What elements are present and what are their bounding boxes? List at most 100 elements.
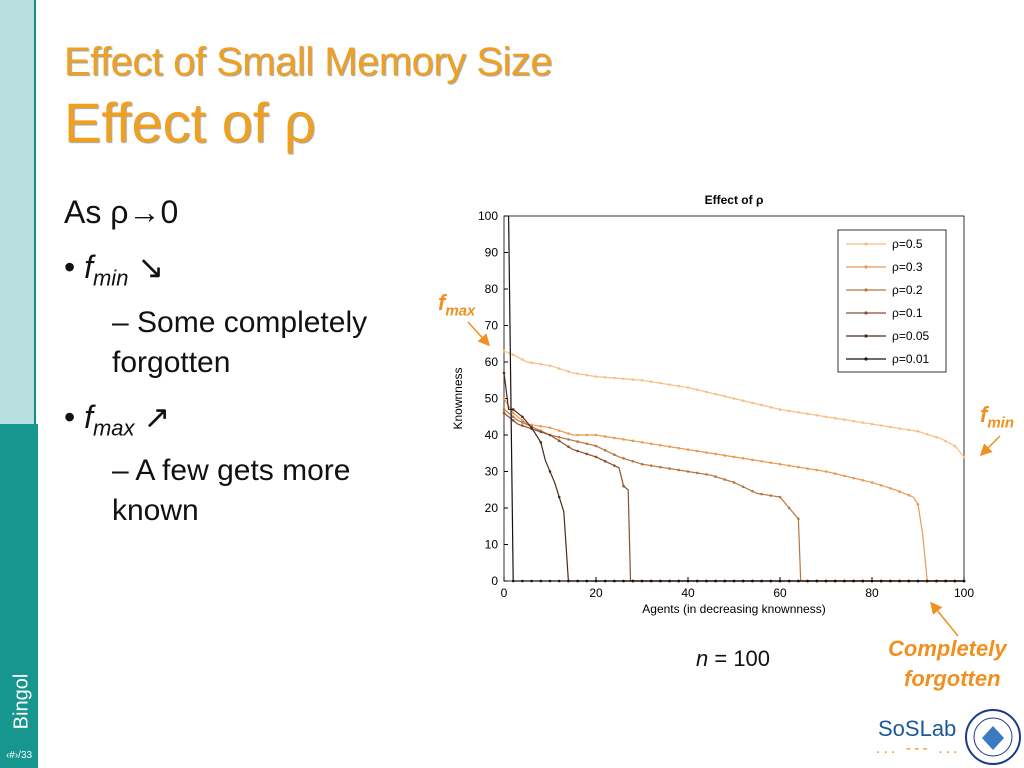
series-point-0 [677, 384, 681, 388]
legend-label-0: ρ=0.5 [892, 237, 923, 251]
series-point-4 [502, 371, 506, 375]
series-point-0 [659, 381, 662, 385]
series-point-0 [778, 408, 782, 411]
legend-marker-2 [864, 288, 868, 292]
series-point-5 [705, 579, 708, 583]
series-point-1 [879, 484, 883, 487]
series-point-2 [603, 449, 607, 452]
series-point-5 [870, 579, 874, 583]
series-point-5 [557, 579, 561, 583]
series-point-1 [631, 439, 635, 443]
legend-marker-4 [864, 334, 868, 338]
series-point-2 [714, 475, 717, 478]
y-tick-label: 60 [485, 355, 499, 369]
series-point-0 [870, 422, 874, 426]
series-point-3 [603, 459, 607, 463]
y-tick-label: 30 [485, 465, 499, 479]
annotation-fmin: fmin [980, 402, 1014, 432]
slide-subtitle: Effect of ρ [64, 91, 316, 154]
series-line-2 [503, 408, 964, 582]
bullet-fmin-detail-1: – Some completely [112, 306, 368, 339]
series-point-0 [557, 367, 561, 370]
series-point-1 [778, 462, 782, 466]
series-point-0 [585, 373, 589, 377]
y-tick-label: 40 [485, 428, 499, 442]
completely-arrow-line [930, 601, 959, 637]
series-point-1 [686, 448, 690, 451]
x-tick-label: 60 [773, 586, 787, 600]
bullet-fmax: • fmax ↗ [64, 399, 171, 441]
series-point-1 [870, 481, 874, 484]
bullet-intro: As ρ→0 [64, 194, 179, 230]
series-line-3 [503, 412, 964, 582]
bullet-fmax-detail-2: known [112, 494, 199, 527]
series-point-3 [622, 484, 625, 488]
series-point-1 [567, 432, 570, 435]
series-point-5 [594, 579, 598, 583]
series-point-0 [843, 418, 846, 421]
series-point-0 [833, 416, 837, 420]
series-point-0 [769, 405, 773, 409]
series-point-0 [889, 425, 892, 429]
series-point-5 [649, 579, 653, 583]
series-point-2 [567, 438, 570, 441]
series-point-0 [953, 444, 957, 448]
series-point-3 [548, 433, 552, 437]
series-point-1 [723, 454, 727, 457]
series-point-1 [815, 468, 819, 472]
series-point-0 [576, 372, 579, 375]
series-line-0 [503, 350, 965, 458]
series-point-5 [907, 579, 911, 583]
series-point-5 [953, 579, 957, 583]
series-point-5 [769, 579, 773, 583]
series-point-0 [732, 397, 736, 400]
series-point-5 [668, 579, 671, 583]
series-point-5 [714, 579, 717, 583]
series-point-2 [649, 464, 653, 467]
series-point-0 [502, 349, 506, 353]
series-point-1 [576, 433, 579, 437]
series-point-3 [502, 411, 506, 415]
series-point-0 [714, 392, 717, 396]
series-point-1 [594, 433, 598, 437]
series-point-5 [686, 579, 690, 583]
series-point-1 [714, 452, 717, 456]
series-point-1 [824, 470, 828, 473]
series-point-0 [686, 386, 690, 389]
bullet-fmin: • fmin ↘ [64, 249, 165, 291]
series-point-2 [723, 478, 727, 481]
series-point-0 [668, 383, 671, 386]
series-point-0 [521, 358, 524, 361]
x-tick-label: 40 [681, 586, 695, 600]
series-point-0 [695, 388, 699, 392]
series-point-4 [557, 495, 561, 499]
series-point-1 [668, 445, 671, 448]
series-point-5 [833, 579, 837, 583]
series-point-1 [695, 449, 699, 453]
series-point-1 [548, 426, 552, 429]
y-tick-label: 0 [491, 574, 498, 588]
series-point-0 [631, 378, 635, 381]
series-point-5 [576, 579, 579, 583]
legend-label-5: ρ=0.01 [892, 352, 930, 366]
series-point-5 [530, 579, 533, 583]
fmin-arrow: ↘ [128, 249, 165, 285]
y-tick-label: 100 [478, 209, 498, 223]
legend-marker-3 [864, 311, 868, 315]
series-point-5 [548, 579, 552, 583]
series-point-1 [898, 490, 901, 493]
series-point-2 [659, 465, 662, 469]
series-point-5 [815, 579, 819, 583]
series-point-2 [502, 408, 506, 411]
series-point-2 [769, 494, 773, 497]
series-point-0 [861, 421, 865, 424]
series-point-5 [935, 579, 938, 583]
series-point-1 [787, 464, 791, 467]
series-point-5 [898, 579, 901, 583]
x-tick-label: 80 [865, 586, 879, 600]
series-point-1 [732, 455, 736, 459]
series-point-1 [502, 397, 506, 400]
series-point-2 [521, 421, 524, 424]
series-point-1 [539, 424, 543, 428]
series-point-0 [649, 380, 653, 384]
